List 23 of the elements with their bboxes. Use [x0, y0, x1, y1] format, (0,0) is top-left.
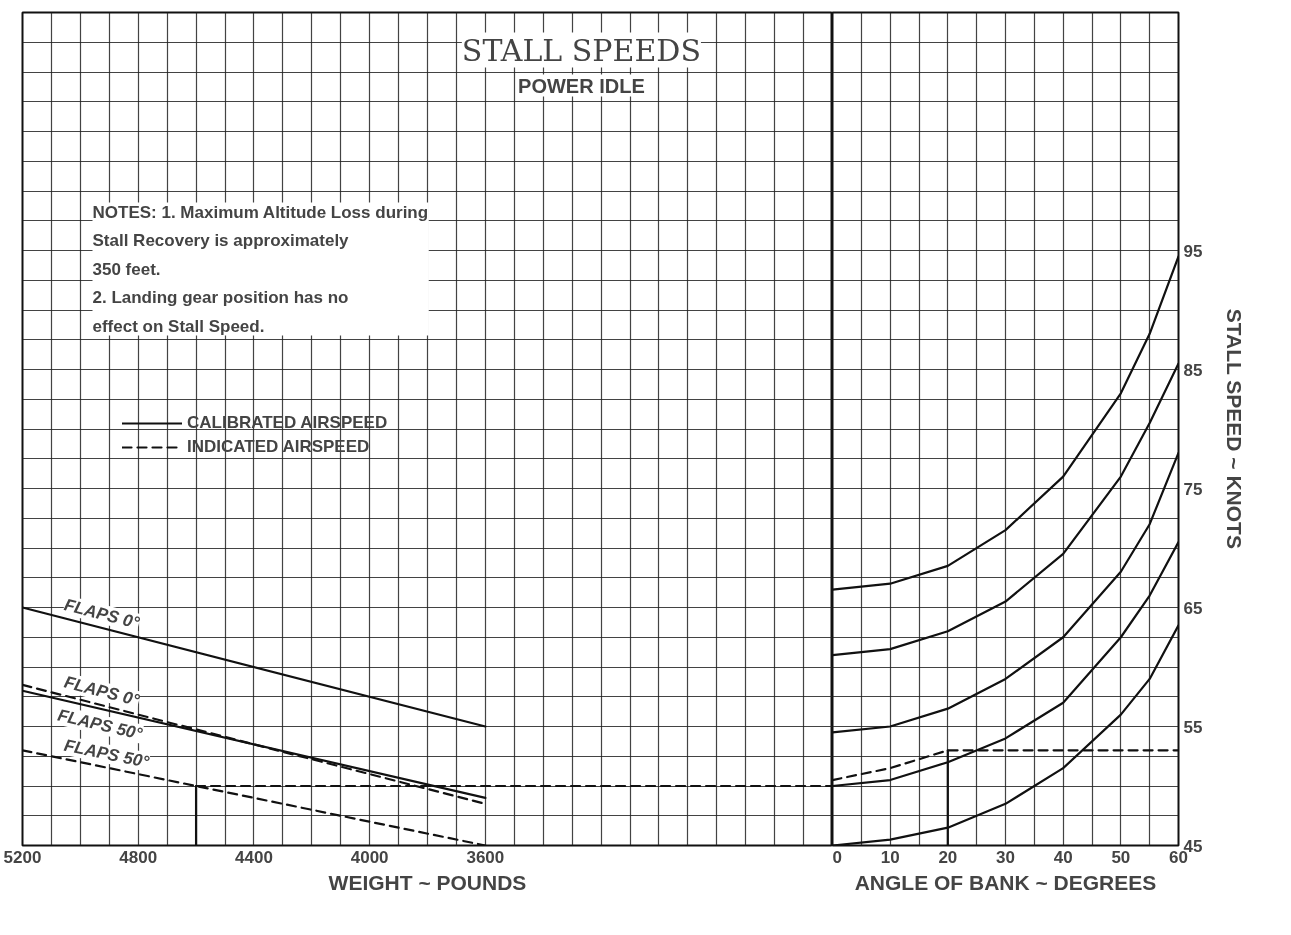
x-tick-label: 4800 [119, 847, 158, 867]
x-tick-label: 30 [996, 847, 1015, 867]
x-tick-label: 40 [1053, 847, 1073, 867]
x-axis-title: WEIGHT ~ POUNDS [328, 870, 527, 894]
y-tick-label: 85 [1183, 360, 1203, 380]
annotation: NOTES: 1. Maximum Altitude Loss during Stall Recovery is approximately 350 feet. 2. Landing gear position has no effect on Stall Speed. [92, 202, 429, 336]
x-tick-label: 5200 [3, 847, 42, 867]
x-tick-label: 4000 [350, 847, 389, 867]
x-tick-label: 3600 [466, 847, 505, 867]
x-tick-label: 4400 [235, 847, 273, 867]
x-axis-title: ANGLE OF BANK ~ DEGREES [854, 870, 1157, 894]
y-tick-label: 55 [1183, 717, 1203, 737]
x-tick-label: 20 [938, 847, 958, 867]
text: STALL SPEEDS [461, 32, 701, 68]
y-axis-title: STALL SPEED ~ KNOTS [1223, 308, 1247, 549]
x-tick-label: 10 [880, 847, 900, 867]
y-tick-label: 95 [1183, 241, 1203, 261]
x-tick-label: 0 [832, 847, 842, 867]
text: POWER IDLE [518, 74, 645, 97]
y-tick-label: 75 [1183, 479, 1203, 499]
x-tick-label: 50 [1111, 847, 1131, 867]
y-tick-label: 65 [1183, 598, 1203, 618]
text: FLAPS 0° [62, 595, 142, 633]
